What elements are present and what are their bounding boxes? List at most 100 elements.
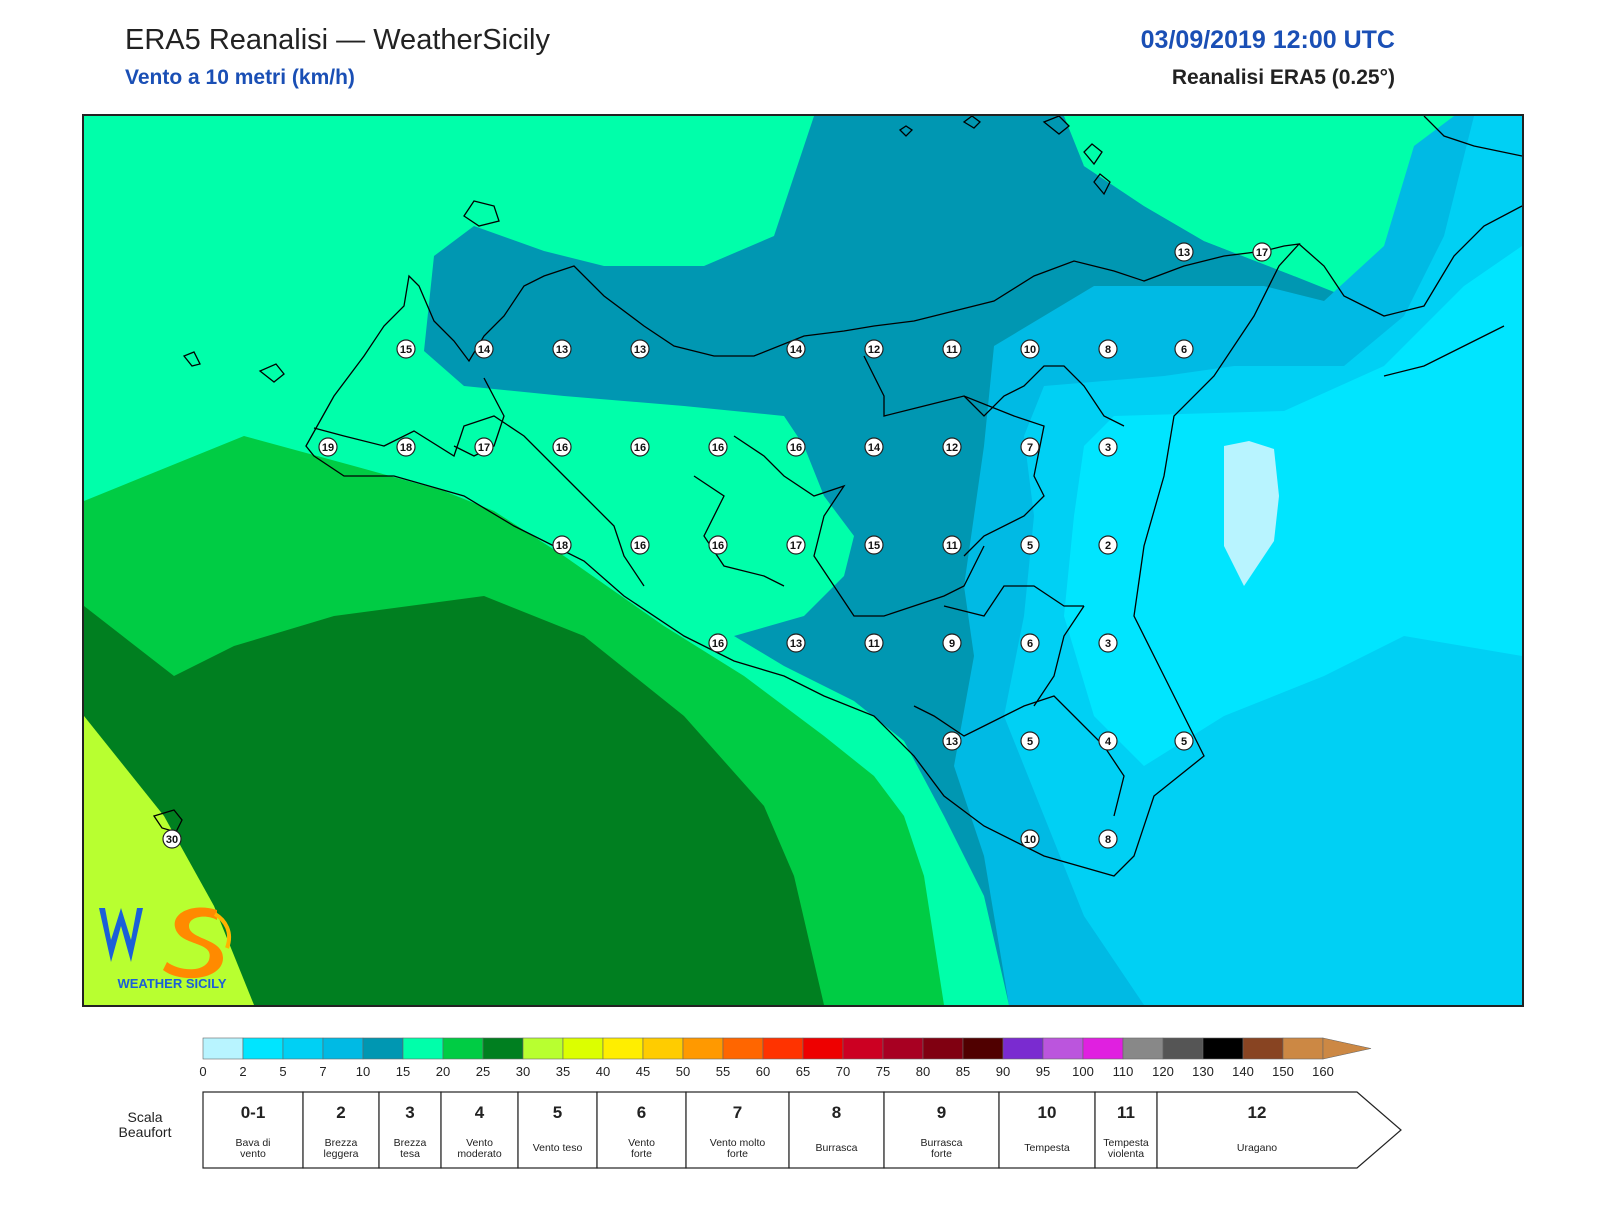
station-dot	[474, 437, 494, 457]
station-dot	[786, 633, 806, 653]
wind-station: 13	[1174, 242, 1194, 262]
beaufort-number: 2	[336, 1103, 345, 1122]
beaufort-cell: 5 Vento teso	[517, 1091, 598, 1169]
colorbar-swatch	[522, 1037, 564, 1060]
colorbar-tick: 20	[436, 1064, 450, 1079]
station-value: 5	[1027, 540, 1033, 552]
station-value: 8	[1105, 834, 1111, 846]
station-dot	[630, 339, 650, 359]
station-value: 3	[1105, 442, 1111, 454]
station-dot	[708, 633, 728, 653]
colorbar-tick: 160	[1312, 1064, 1334, 1079]
field-2-5	[1064, 246, 1522, 766]
beaufort-desc-1: Vento	[466, 1137, 493, 1149]
wind-station: 10	[1020, 829, 1040, 849]
station-dot	[396, 339, 416, 359]
beaufort-box	[1156, 1091, 1402, 1169]
colorbar-swatch	[562, 1037, 604, 1060]
station-value: 15	[868, 540, 880, 552]
station-value: 6	[1181, 344, 1187, 356]
station-value: 9	[949, 638, 955, 650]
beaufort-desc-2: violenta	[1108, 1148, 1144, 1160]
station-value: 6	[1027, 638, 1033, 650]
beaufort-box	[788, 1091, 885, 1169]
colorbar-tick: 2	[239, 1064, 246, 1079]
colorbar-swatch	[362, 1037, 404, 1060]
wind-station: 11	[942, 535, 962, 555]
beaufort-box	[517, 1091, 598, 1169]
wind-station: 16	[708, 535, 728, 555]
wind-station: 16	[708, 437, 728, 457]
station-value: 13	[1178, 247, 1190, 259]
station-value: 11	[868, 638, 880, 650]
colorbar-swatch	[922, 1037, 964, 1060]
map-title: ERA5 Reanalisi — WeatherSicily	[125, 24, 550, 56]
map-datetime: 03/09/2019 12:00 UTC	[1140, 26, 1395, 54]
colorbar-tick: 35	[556, 1064, 570, 1079]
station-value: 14	[868, 442, 881, 454]
colorbar-tick: 30	[516, 1064, 530, 1079]
station-value: 7	[1027, 442, 1033, 454]
wind-station: 3	[1098, 437, 1118, 457]
station-dot	[942, 731, 962, 751]
beaufort-number: 9	[937, 1103, 946, 1122]
wind-station: 13	[942, 731, 962, 751]
beaufort-desc-1: Burrasca	[815, 1142, 857, 1154]
colorbar-swatch	[642, 1037, 684, 1060]
station-dot	[942, 437, 962, 457]
colorbar-tick: 60	[756, 1064, 770, 1079]
wind-station: 3	[1098, 633, 1118, 653]
beaufort-number: 7	[733, 1103, 742, 1122]
wind-map: 13 17 15 14 13 13 14 12 11 10 8 6 19 18 17 16 16 16 16 14 12…	[82, 114, 1524, 1007]
beaufort-desc-2: forte	[931, 1148, 952, 1160]
wind-station: 6	[1174, 339, 1194, 359]
beaufort-number: 10	[1038, 1103, 1057, 1122]
wind-station: 16	[630, 535, 650, 555]
station-value: 13	[634, 344, 646, 356]
wind-station: 12	[864, 339, 884, 359]
beaufort-desc-1: Tempesta	[1024, 1142, 1070, 1154]
station-dot	[1098, 633, 1118, 653]
beaufort-desc-1: Burrasca	[920, 1137, 962, 1149]
station-dot	[552, 437, 572, 457]
colorbar-swatch	[682, 1037, 724, 1060]
beaufort-number: 5	[553, 1103, 562, 1122]
field-15-20-ne	[1069, 116, 1384, 296]
station-value: 12	[946, 442, 958, 454]
station-dot	[1020, 437, 1040, 457]
station-dot	[1020, 535, 1040, 555]
station-dot	[552, 339, 572, 359]
colorbar	[202, 1037, 1372, 1060]
station-dot	[942, 535, 962, 555]
map-subtitle: Vento a 10 metri (km/h)	[125, 66, 355, 89]
wind-station: 17	[1252, 242, 1272, 262]
wind-station: 14	[786, 339, 806, 359]
station-value: 17	[478, 442, 490, 454]
station-value: 17	[790, 540, 802, 552]
beaufort-desc-1: Vento	[628, 1137, 655, 1149]
beaufort-cell: 10 Tempesta	[998, 1091, 1096, 1169]
colorbar-tick: 70	[836, 1064, 850, 1079]
wind-station: 15	[864, 535, 884, 555]
station-dot	[1020, 339, 1040, 359]
station-value: 4	[1105, 736, 1112, 748]
station-value: 3	[1105, 638, 1111, 650]
beaufort-desc-1: Bava di	[235, 1137, 270, 1149]
station-value: 16	[712, 540, 724, 552]
colorbar-swatch	[402, 1037, 444, 1060]
station-dot	[630, 535, 650, 555]
beaufort-desc-1: Brezza	[325, 1137, 358, 1149]
station-value: 16	[790, 442, 802, 454]
wind-station: 7	[1020, 437, 1040, 457]
station-dot	[552, 535, 572, 555]
beaufort-number: 11	[1117, 1103, 1135, 1122]
station-dot	[1252, 242, 1272, 262]
colorbar-tick: 65	[796, 1064, 810, 1079]
wind-station: 16	[630, 437, 650, 457]
beaufort-desc-2: forte	[727, 1148, 748, 1160]
